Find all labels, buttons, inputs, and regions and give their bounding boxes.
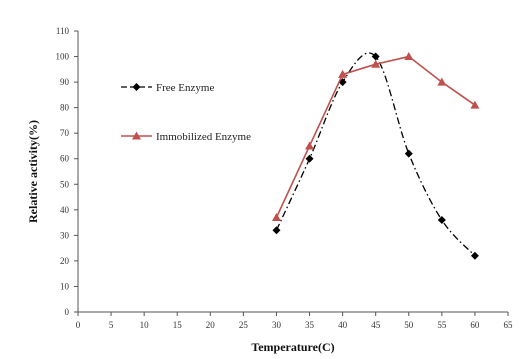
data-point	[470, 100, 480, 109]
y-tick-label: 100	[56, 52, 70, 62]
x-axis-label: Temperature(C)	[251, 340, 334, 354]
x-tick-label: 30	[272, 320, 282, 330]
data-point	[437, 216, 446, 225]
data-point	[371, 52, 380, 61]
series-2	[271, 52, 480, 221]
x-tick-label: 20	[206, 320, 216, 330]
x-tick-label: 55	[437, 320, 447, 330]
y-tick-label: 60	[60, 154, 70, 164]
x-tick-label: 60	[470, 320, 480, 330]
y-tick-label: 40	[60, 205, 70, 215]
legend-label: Free Enzyme	[156, 82, 214, 94]
series-1	[272, 52, 479, 260]
legend: Free Enzyme Immobilized Enzyme	[121, 82, 251, 143]
x-tick-label: 35	[305, 320, 315, 330]
x-tick-label: 5	[109, 320, 114, 330]
data-point	[470, 251, 479, 260]
series-layer	[271, 52, 480, 260]
y-axis-label: Relative activity(%)	[26, 120, 40, 223]
y-tick-label: 0	[65, 307, 70, 317]
legend-marker	[132, 131, 141, 140]
y-tick-label: 30	[60, 230, 70, 240]
y-tick-label: 20	[60, 256, 70, 266]
legend-item: Free Enzyme	[121, 82, 214, 94]
data-point	[305, 154, 314, 163]
series-line	[275, 55, 476, 218]
x-tick-label: 15	[173, 320, 183, 330]
legend-label: Immobilized Enzyme	[156, 131, 251, 143]
data-point	[272, 226, 281, 235]
x-tick-label: 40	[338, 320, 348, 330]
data-point	[305, 141, 315, 150]
x-tick-label: 0	[76, 320, 81, 330]
ticks: 0 10 20 30 40 50 60 70 80 90 100 110 0 5 10 15 20 25 30 35 4…	[56, 26, 514, 330]
axes	[77, 31, 508, 313]
data-point	[404, 52, 414, 61]
y-tick-label: 80	[60, 103, 70, 113]
data-point	[404, 149, 413, 158]
y-tick-label: 70	[60, 128, 70, 138]
x-tick-label: 25	[239, 320, 249, 330]
legend-marker	[132, 83, 141, 91]
data-point	[371, 59, 381, 68]
data-point	[338, 69, 348, 78]
y-tick-label: 10	[60, 281, 70, 291]
x-tick-label: 45	[371, 320, 381, 330]
x-tick-label: 65	[504, 320, 514, 330]
x-tick-label: 10	[140, 320, 150, 330]
y-tick-label: 50	[60, 179, 70, 189]
x-tick-label: 50	[404, 320, 414, 330]
legend-item: Immobilized Enzyme	[121, 131, 251, 143]
y-tick-label: 90	[60, 77, 70, 87]
data-point	[271, 212, 281, 221]
data-point	[437, 77, 447, 86]
y-tick-label: 110	[56, 26, 70, 36]
